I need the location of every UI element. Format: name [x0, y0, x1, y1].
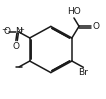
Text: O: O — [13, 42, 20, 51]
Text: −: − — [2, 27, 8, 33]
Text: Br: Br — [78, 68, 88, 77]
Text: N: N — [15, 27, 22, 36]
Text: HO: HO — [67, 7, 81, 16]
Text: O: O — [4, 27, 11, 36]
Text: +: + — [18, 27, 24, 33]
Text: O: O — [92, 22, 99, 31]
